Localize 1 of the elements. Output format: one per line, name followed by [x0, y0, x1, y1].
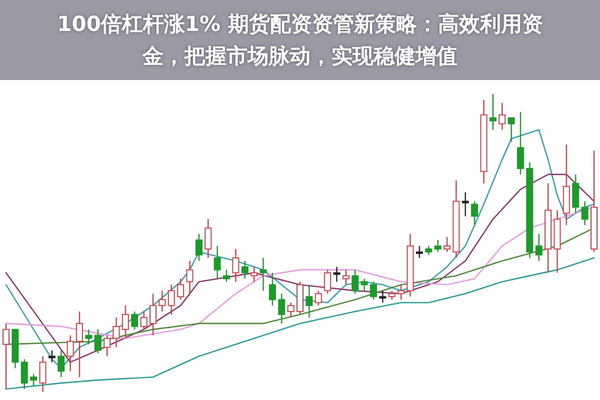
chart-title: 100倍杠杆涨1% 期货配资资管新策略：高效利用资金，把握市场脉动，实现稳健增值: [0, 0, 600, 80]
